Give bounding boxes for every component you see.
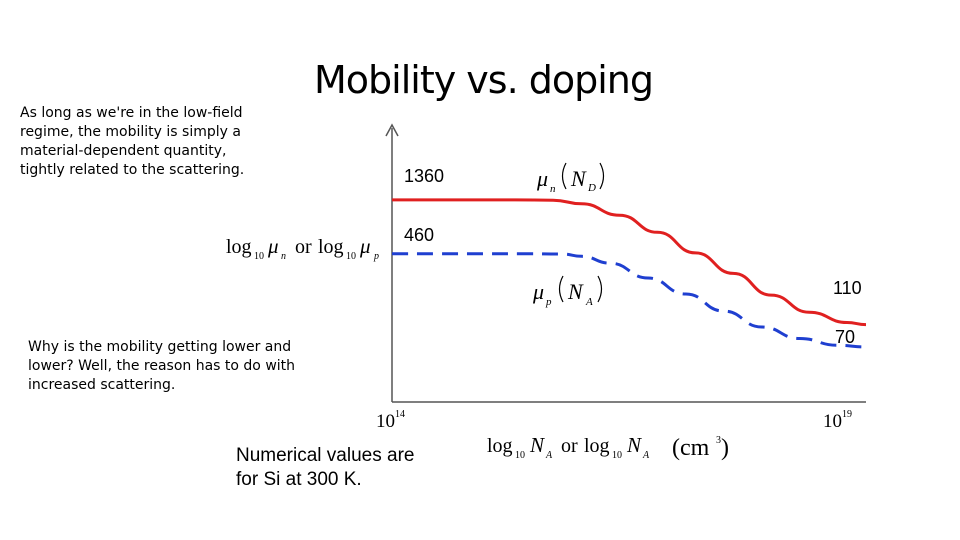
open-paren (558, 275, 564, 303)
svg-text:p: p (545, 296, 552, 308)
series-line-electron-mobility (392, 198, 867, 327)
svg-text:D: D (587, 182, 596, 194)
svg-text:10: 10 (346, 251, 356, 262)
x-tick-label-min: 10 14 (376, 409, 405, 432)
svg-text:log: log (226, 236, 252, 258)
svg-text:p: p (373, 251, 379, 262)
close-paren (597, 275, 603, 303)
svg-text:μ: μ (536, 166, 548, 191)
svg-text:A: A (642, 450, 650, 461)
open-paren (561, 162, 567, 190)
bottom-explanation-text: Why is the mobility getting lower and lo… (28, 339, 296, 393)
end-label-hole: 70 (835, 327, 855, 347)
chart-title: Mobility vs. doping (314, 58, 654, 102)
svg-text:N: N (529, 433, 545, 457)
x-tick-label-max: 10 19 (823, 409, 852, 432)
svg-text:μ: μ (359, 234, 371, 258)
start-label-electron: 1360 (404, 166, 444, 186)
start-label-hole: 460 (404, 225, 434, 245)
y-axis-arrowhead (385, 123, 399, 137)
svg-text:log: log (584, 435, 610, 457)
svg-text:or: or (561, 435, 578, 457)
series-name-electron: μ n N D (536, 162, 605, 195)
svg-text:10: 10 (612, 450, 622, 461)
top-explanation-text: As long as we're in the low-field regime… (20, 105, 245, 178)
svg-text:10: 10 (515, 450, 525, 461)
series-name-hole: μ p N A (532, 275, 603, 308)
svg-text:3: 3 (716, 435, 721, 446)
svg-text:10: 10 (376, 411, 395, 432)
svg-text:N: N (570, 166, 587, 191)
end-label-electron: 110 (833, 278, 862, 298)
svg-text:A: A (585, 296, 593, 308)
svg-text:A: A (545, 450, 553, 461)
svg-text:10: 10 (823, 411, 842, 432)
svg-text:n: n (281, 251, 286, 262)
svg-text:N: N (567, 279, 584, 304)
svg-text:log: log (487, 435, 513, 457)
footnote-text: Numerical values are for Si at 300 K. (236, 445, 415, 490)
series-line-hole-mobility (392, 252, 867, 349)
x-axis-label: log 10 N A or log 10 N A (cm 3 ) (487, 433, 729, 461)
svg-text:19: 19 (842, 409, 852, 420)
svg-text:log: log (318, 236, 344, 258)
svg-text:N: N (626, 433, 642, 457)
svg-text:10: 10 (254, 251, 264, 262)
svg-text:14: 14 (395, 409, 405, 420)
close-paren (599, 162, 605, 190)
svg-text:(cm: (cm (672, 435, 710, 461)
svg-text:): ) (721, 435, 729, 461)
svg-text:μ: μ (267, 234, 279, 258)
svg-text:n: n (550, 183, 556, 195)
y-axis-label: log 10 μ n or log 10 μ p (226, 234, 379, 262)
svg-text:or: or (295, 236, 312, 258)
svg-text:μ: μ (532, 279, 544, 304)
